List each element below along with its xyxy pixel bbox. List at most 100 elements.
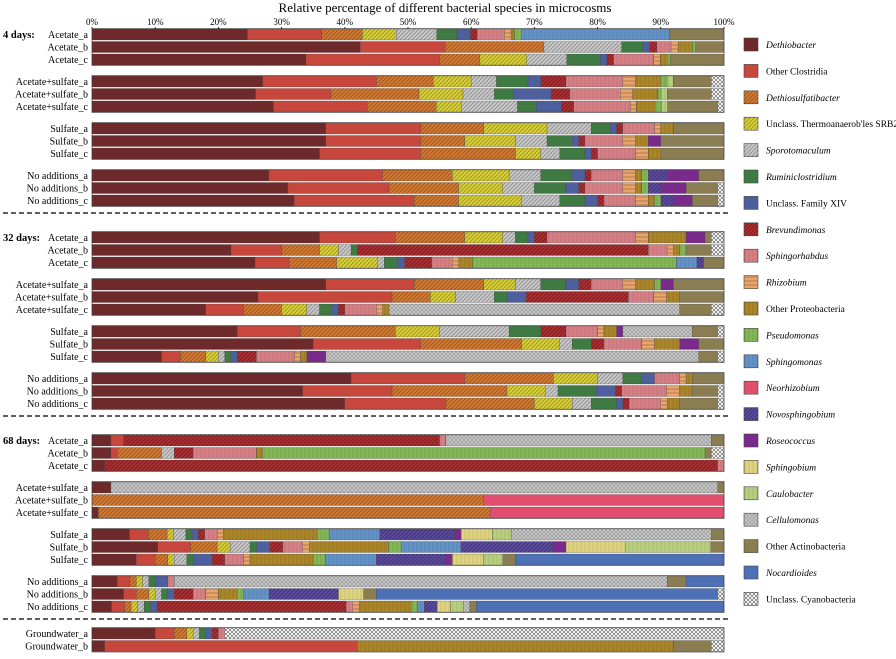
- bar-segment-other-proteobacteria: [632, 88, 659, 100]
- bar-segment-sporotomaculum: [597, 372, 624, 385]
- bar-segment-roseococcus: [660, 182, 687, 194]
- legend-swatch: [743, 248, 759, 263]
- bar-segment-sphingorhabdus: [477, 28, 505, 41]
- bar-segment-rhizobium: [216, 528, 224, 541]
- bar-group-frame: [91, 372, 725, 410]
- bar-segment-brevundimonas: [237, 350, 257, 363]
- bar-group-frame: [91, 278, 725, 316]
- bar-segment-rhizobium: [452, 256, 460, 269]
- bar-segment-dethiosulfatibacter: [388, 182, 459, 194]
- bar-segment-sporotomaculum: [218, 350, 225, 363]
- bar-segment-roseococcus: [306, 350, 326, 363]
- legend-swatch: [743, 380, 759, 395]
- bar-segment-other-actinobacteria: [703, 256, 725, 269]
- bar-segment-unclass-thermoanaerob-les-srb2: [130, 600, 138, 613]
- bar-segment-ruminiclostridium: [621, 41, 643, 53]
- legend-label: Other Proteobacteria: [766, 305, 846, 315]
- bar-segment-brevundimonas: [357, 244, 649, 256]
- bar-segment-unclass-cyanobacteria: [711, 75, 725, 88]
- bar-group-frame: [91, 231, 725, 269]
- bar-group-frame: [91, 575, 725, 613]
- bar-segment-other-actinobacteria: [673, 640, 712, 652]
- bar-segment-brevundimonas: [404, 256, 432, 269]
- bar-segment-brevundimonas: [157, 600, 347, 613]
- legend-swatch: [743, 539, 759, 553]
- bar-group-frame: [91, 28, 725, 66]
- bar-segment-other-actinobacteria: [670, 53, 725, 66]
- legend-swatch: [743, 37, 759, 52]
- bar-segment-dethiobacter: [91, 194, 295, 207]
- bar-segment-dethiobacter: [91, 553, 137, 566]
- time-point-label: 32 days:: [3, 233, 40, 244]
- bar-segment-unclass-thermoanaerob-les-srb2: [458, 182, 503, 194]
- bar-segment-caulobacter: [450, 600, 464, 613]
- bar-segment-sporotomaculum: [173, 528, 187, 541]
- bar-segment-other-actinobacteria: [692, 194, 718, 207]
- bar-segment-rhizobium: [622, 278, 636, 291]
- bars-layer: 4 days: Acetate_aAcetate_bAcetate_cAcetat…: [3, 28, 728, 653]
- bar-segment-other-clostridia: [294, 194, 415, 207]
- bar-segment-unclass-cyanobacteria: [717, 397, 725, 410]
- bar-segment-caulobacter: [666, 75, 674, 88]
- x-tick-label: 70%: [526, 17, 543, 27]
- bar-segment-sphingorhabdus: [565, 325, 598, 338]
- bar-segment-cellulomonas: [463, 600, 471, 613]
- bar-segment-sphingorhabdus: [167, 575, 175, 588]
- bar-segment-dethiosulfatibacter: [391, 291, 431, 303]
- bar-segment-dethiobacter: [91, 506, 99, 519]
- bar-segment-sporotomaculum: [306, 303, 320, 316]
- bar-segment-other-clostridia: [325, 135, 421, 147]
- bar-segment-roseococcus: [445, 553, 453, 566]
- bar-segment-dethiosulfatibacter: [288, 256, 337, 269]
- bar-segment-unclass-cyanobacteria: [717, 385, 725, 397]
- bar-segment-other-clostridia: [157, 541, 191, 553]
- bar-segment-brevundimonas: [578, 135, 586, 147]
- bar-segment-other-clostridia: [344, 397, 447, 410]
- bar-segment-sphingorhabdus: [603, 194, 636, 207]
- bar-segment-other-actinobacteria: [717, 481, 725, 494]
- bar-segment-dethiosulfatibacter: [136, 588, 150, 600]
- bar-segment-sporotomaculum: [543, 41, 622, 53]
- bar-segment-other-proteobacteria: [309, 541, 389, 553]
- legend-label: Cellulomonas: [766, 516, 819, 526]
- bar-segment-dethiobacter: [91, 600, 112, 613]
- bar-segment-other-clostridia: [268, 169, 383, 182]
- legend-label: Roseococcus: [765, 437, 815, 447]
- bar-segment-dethiobacter: [91, 338, 314, 350]
- bar-segment-unclass-thermoanaerob-les-srb2: [436, 100, 462, 113]
- bar-label: No additions_b: [27, 590, 88, 601]
- bar-segment-other-clostridia: [350, 372, 466, 385]
- bar-group-frame: [91, 434, 725, 472]
- legend-swatch: [743, 407, 759, 421]
- bar-segment-rhizobium: [376, 303, 383, 316]
- bar-segment-rhizobium: [622, 169, 636, 182]
- bar-segment-unclass-family-xiv: [642, 41, 651, 53]
- bar-segment-dethiobacter: [91, 303, 206, 316]
- bar-segment-ruminiclostridium: [249, 541, 257, 553]
- bar-segment-pseudomonas: [514, 28, 522, 41]
- bar-segment-brevundimonas: [540, 325, 567, 338]
- bar-segment-unclass-thermoanaerob-les-srb2: [483, 122, 548, 135]
- bar-segment-cellulomonas: [622, 325, 693, 338]
- bar-segment-brevundimonas: [597, 194, 605, 207]
- bar-segment-other-clostridia: [117, 575, 131, 588]
- bar-segment-sphingorhabdus: [546, 231, 636, 244]
- bar-segment-ruminiclostridium: [572, 338, 592, 350]
- bar-segment-novosphingobium: [660, 194, 674, 207]
- bar-segment-unclass-family-xiv: [584, 147, 592, 160]
- bar-segment-dethiosulfatibacter: [174, 627, 187, 640]
- bar-segment-other-clostridia: [237, 325, 301, 338]
- bar-segment-dethiosulfatibacter: [180, 350, 206, 363]
- bar-segment-sphingorhabdus: [218, 627, 225, 640]
- bar-segment-brevundimonas: [649, 41, 658, 53]
- bar-segment-dethiosulfatibacter: [129, 575, 137, 588]
- legend-swatch: [743, 90, 759, 105]
- bar-segment-unclass-cyanobacteria: [711, 244, 725, 256]
- bar-segment-sphingorhabdus: [282, 541, 303, 553]
- bar-segment-brevundimonas: [534, 231, 548, 244]
- bar-segment-dethiosulfatibacter: [124, 600, 132, 613]
- bar-segment-sphingorhabdus: [591, 169, 624, 182]
- bar-segment-unclass-family-xiv: [256, 541, 270, 553]
- bar-segment-unclass-family-xiv: [641, 372, 655, 385]
- bar-segment-other-actinobacteria: [679, 303, 712, 316]
